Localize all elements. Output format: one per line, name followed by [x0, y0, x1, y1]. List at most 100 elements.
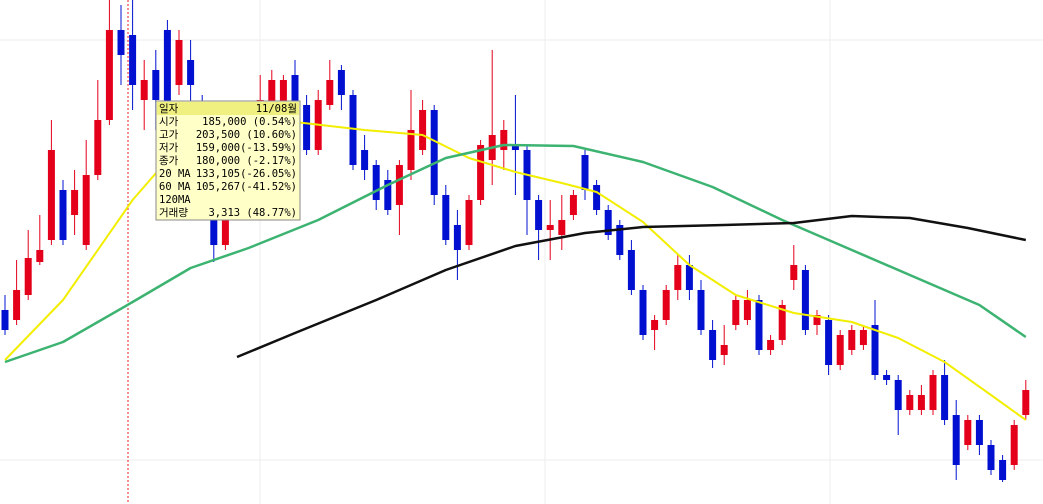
- tooltip-label: 종가: [159, 155, 179, 167]
- tooltip-value: 185,000 (0.54%): [202, 116, 297, 128]
- candle-body: [883, 375, 891, 380]
- candle-body: [36, 250, 44, 262]
- candle-body: [732, 300, 740, 325]
- candle-body: [871, 325, 879, 375]
- candle-body: [987, 445, 995, 470]
- candle-body: [303, 105, 311, 150]
- candle-body: [616, 225, 624, 255]
- candle-body: [175, 40, 183, 85]
- candle-body: [859, 330, 867, 345]
- tooltip-label: 고가: [159, 129, 179, 141]
- tooltip-label: 20 MA: [159, 168, 191, 180]
- tooltip-value: 203,500 (10.60%): [196, 129, 297, 141]
- candle-body: [372, 165, 380, 200]
- tooltip-value: 159,000(-13.59%): [196, 142, 297, 154]
- tooltip-label: 시가: [159, 116, 179, 128]
- ma-line: [236, 214, 1027, 359]
- candle-body: [82, 175, 90, 245]
- candle-body: [639, 290, 647, 335]
- candle-body: [917, 395, 925, 410]
- candle-body: [952, 415, 960, 465]
- tooltip-label: 저가: [159, 142, 179, 154]
- candle-body: [395, 165, 403, 205]
- candle-body: [361, 150, 369, 170]
- candle-body: [593, 185, 601, 210]
- candle-body: [210, 200, 218, 245]
- candle-body: [1010, 425, 1018, 465]
- candle-body: [709, 330, 717, 360]
- candle-body: [291, 75, 299, 110]
- candle-body: [825, 320, 833, 365]
- candle-body: [964, 420, 972, 445]
- tooltip-label: 120MA: [159, 194, 191, 206]
- tooltip-value: 105,267(-41.52%): [196, 181, 297, 193]
- candle-body: [546, 225, 554, 230]
- candle-body: [627, 250, 635, 290]
- candle-body: [163, 30, 171, 115]
- candle-body: [152, 70, 160, 100]
- candle-body: [511, 145, 519, 150]
- tooltip-label: 60 MA: [159, 181, 191, 193]
- tooltip-label: 거래량: [159, 207, 188, 219]
- candle-body: [697, 290, 705, 330]
- candle-body: [442, 195, 450, 240]
- candle-body: [662, 290, 670, 320]
- candle-body: [465, 200, 473, 245]
- candle-body: [674, 265, 682, 290]
- candle-body: [59, 190, 67, 240]
- candle-body: [1, 310, 9, 330]
- candle-body: [581, 155, 589, 190]
- candle-body: [743, 300, 751, 320]
- candle-body: [105, 30, 113, 120]
- candle-body: [94, 120, 102, 175]
- candle-body: [24, 258, 32, 295]
- tooltip-value: 11/08월: [256, 103, 297, 115]
- candle-body: [813, 315, 821, 325]
- candle-body: [801, 270, 809, 330]
- candle-body: [477, 145, 485, 200]
- candle-body: [384, 180, 392, 210]
- candle-body: [221, 220, 229, 245]
- candle-body: [685, 265, 693, 290]
- candle-body: [929, 375, 937, 410]
- candle-body: [187, 60, 195, 85]
- tooltip-box: [155, 100, 301, 221]
- candle-body: [848, 330, 856, 350]
- candle-body: [337, 70, 345, 95]
- candle-body: [47, 150, 55, 240]
- candle-body: [129, 35, 137, 85]
- candles: [1, 0, 1030, 482]
- tooltip-header: [157, 102, 299, 115]
- candle-body: [767, 340, 775, 350]
- tooltip-label: 일자: [159, 102, 179, 115]
- candle-body: [430, 110, 438, 195]
- candle-body: [1022, 390, 1030, 415]
- candle-body: [778, 305, 786, 340]
- candle-body: [326, 80, 334, 105]
- candle-body: [140, 80, 148, 100]
- candle-body: [975, 420, 983, 445]
- candle-body: [117, 30, 125, 55]
- candle-body: [535, 200, 543, 230]
- tooltip-value: 180,000 (-2.17%): [196, 155, 297, 167]
- candle-body: [836, 335, 844, 365]
- candle-body: [419, 110, 427, 150]
- candle-body: [13, 290, 21, 320]
- candle-body: [569, 195, 577, 215]
- candle-body: [604, 210, 612, 235]
- tooltip-value: 3,313 (48.77%): [208, 207, 297, 219]
- candle-body: [349, 95, 357, 165]
- candle-body: [999, 460, 1007, 480]
- candle-body: [453, 225, 461, 250]
- candle-body: [71, 190, 79, 215]
- tooltip-value: 133,105(-26.05%): [196, 168, 297, 180]
- candle-body: [651, 320, 659, 330]
- candle-body: [268, 80, 276, 110]
- candle-body: [720, 345, 728, 355]
- candle-body: [407, 130, 415, 170]
- candle-body: [755, 300, 763, 350]
- candle-body: [906, 395, 914, 410]
- candle-body: [941, 375, 949, 420]
